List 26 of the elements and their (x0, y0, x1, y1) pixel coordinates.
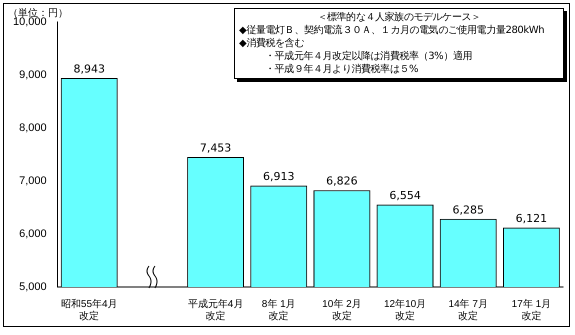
y-axis-title: （単位：円） (8, 7, 68, 19)
data-label: 7,453 (200, 141, 232, 154)
data-label: 6,121 (516, 212, 548, 225)
x-tick-label: 昭和55年4月改定 (60, 298, 118, 322)
x-tick-label: 12年10月改定 (384, 298, 426, 322)
y-tick-label: 7,000 (19, 175, 47, 188)
x-tick-label: 8年 1月改定 (262, 298, 296, 322)
annotation: ・平成９年４月より消費税率は５% (264, 63, 420, 76)
data-label: 6,554 (389, 188, 421, 202)
y-tick-label: 8,000 (19, 122, 47, 134)
y-tick-label: 5,000 (19, 281, 47, 294)
data-label: 6,285 (452, 203, 484, 216)
x-tick-label: 14年 7月改定 (448, 298, 488, 322)
y-tick-label: 9,000 (19, 69, 47, 82)
x-tick-label: 10年 2月改定 (322, 298, 362, 322)
data-label: 6,826 (326, 174, 358, 188)
y-tick-label: 10,000 (12, 16, 47, 28)
annotation: ＜標準的な４人家族のモデルケース＞ (316, 11, 482, 24)
y-tick-label: 6,000 (19, 228, 47, 240)
annotation: ◆従量電灯Ｂ、契約電流３０Ａ、１カ月の電気のご使用電力量280kWh (239, 24, 546, 37)
annotation: ◆消費税を含む (239, 37, 305, 50)
data-label: 6,913 (262, 170, 294, 183)
x-tick-label: 平成元年4月改定 (188, 298, 244, 322)
data-label: 8,943 (73, 62, 105, 76)
x-tick-label: 17年 1月改定 (512, 298, 552, 322)
annotation: ・平成元年４月改定以降は消費税率（3%）適用 (264, 50, 474, 63)
